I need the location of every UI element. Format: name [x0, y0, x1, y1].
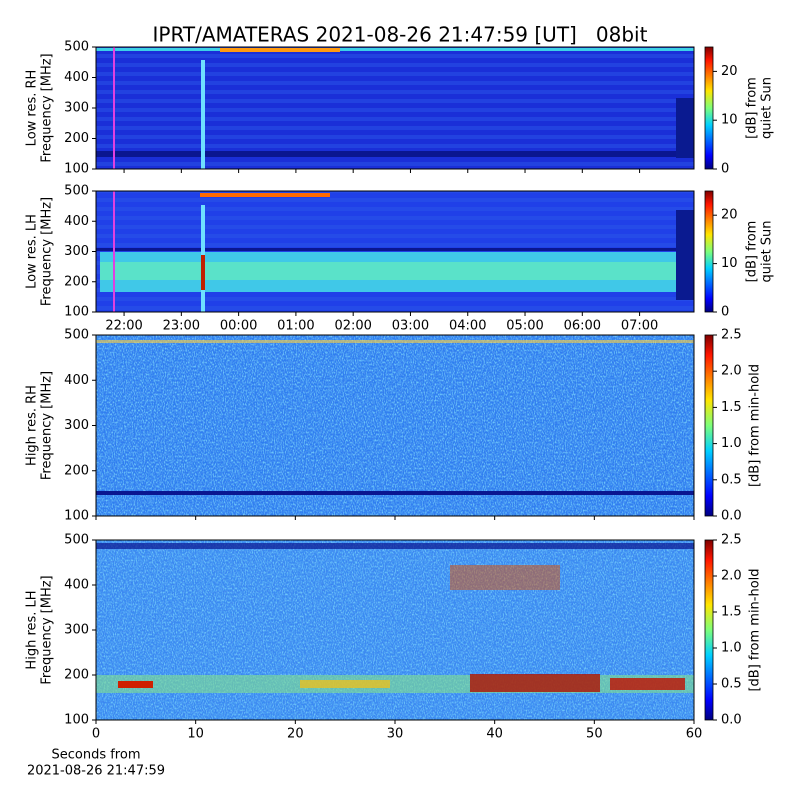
x-tick-label: 22:00	[105, 319, 142, 334]
x-tick-label: 03:00	[392, 319, 429, 334]
y-tick-label: 500	[64, 533, 89, 548]
colorbar	[704, 46, 714, 170]
colorbar-tick-label: 2.5	[721, 328, 742, 343]
colorbar-tick-label: 2.5	[721, 533, 742, 548]
y-tick-label: 400	[64, 214, 89, 229]
x-axis-label: 2021-08-26 21:47:59	[27, 764, 165, 779]
y-axis-label: High res. RH	[25, 385, 40, 466]
colorbar-tick-label: 0	[721, 162, 729, 177]
y-tick-label: 400	[64, 70, 89, 85]
y-axis-label: Frequency [MHz]	[40, 53, 55, 162]
y-axis-label: High res. LH	[25, 590, 40, 669]
colorbar-label: [dB] from	[745, 77, 760, 139]
y-tick-label: 300	[64, 418, 89, 433]
y-tick-label: 200	[64, 668, 89, 683]
y-tick-label: 200	[64, 274, 89, 289]
colorbar-label: [dB] from	[745, 221, 760, 283]
y-tick-label: 200	[64, 131, 89, 146]
colorbar-tick-label: 2.0	[721, 364, 742, 379]
colorbar-tick-label: 0.5	[721, 677, 742, 692]
x-tick-label: 60	[686, 727, 703, 742]
colorbar	[704, 190, 714, 313]
x-tick-label: 40	[486, 727, 503, 742]
y-tick-label: 400	[64, 373, 89, 388]
figure-title: IPRT/AMATERAS 2021-08-26 21:47:59 [UT] 0…	[153, 23, 648, 47]
y-axis-label: Frequency [MHz]	[40, 197, 55, 306]
y-tick-label: 100	[64, 162, 89, 177]
x-tick-label: 02:00	[334, 319, 371, 334]
x-tick-label: 07:00	[621, 319, 658, 334]
x-tick-label: 06:00	[564, 319, 601, 334]
colorbar-label: [dB] from min-hold	[748, 568, 763, 691]
y-axis-label: Low res. LH	[25, 214, 40, 289]
colorbar-tick-label: 20	[721, 64, 738, 79]
x-tick-label: 05:00	[506, 319, 543, 334]
colorbar-label: quiet Sun	[760, 77, 775, 139]
y-tick-label: 300	[64, 101, 89, 116]
colorbar-tick-label: 0.0	[721, 713, 742, 728]
x-tick-label: 30	[387, 727, 404, 742]
y-tick-label: 500	[64, 184, 89, 199]
colorbar-tick-label: 2.0	[721, 569, 742, 584]
x-tick-label: 23:00	[163, 319, 200, 334]
colorbar-tick-label: 10	[721, 113, 738, 128]
y-tick-label: 500	[64, 328, 89, 343]
y-tick-label: 500	[64, 40, 89, 55]
x-tick-label: 01:00	[277, 319, 314, 334]
y-tick-label: 100	[64, 713, 89, 728]
x-tick-label: 04:00	[449, 319, 486, 334]
colorbar	[704, 334, 714, 517]
x-tick-label: 10	[187, 727, 204, 742]
x-tick-label: 20	[287, 727, 304, 742]
colorbar-tick-label: 0	[721, 305, 729, 320]
colorbar-tick-label: 1.5	[721, 400, 742, 415]
colorbar-tick-label: 10	[721, 256, 738, 271]
x-axis-label: Seconds from	[51, 748, 140, 763]
y-axis-label: Frequency [MHz]	[40, 371, 55, 480]
y-tick-label: 100	[64, 305, 89, 320]
colorbar-label: quiet Sun	[760, 220, 775, 282]
colorbar-tick-label: 1.0	[721, 436, 742, 451]
colorbar-label: [dB] from min-hold	[748, 364, 763, 487]
colorbar-tick-label: 1.5	[721, 605, 742, 620]
colorbar-tick-label: 20	[721, 208, 738, 223]
colorbar	[704, 539, 714, 721]
spectrogram-decoration	[96, 47, 694, 720]
colorbar-tick-label: 0.0	[721, 509, 742, 524]
y-tick-label: 400	[64, 578, 89, 593]
colorbar-tick-label: 1.0	[721, 641, 742, 656]
y-axis-label: Frequency [MHz]	[40, 575, 55, 684]
y-tick-label: 300	[64, 244, 89, 259]
y-tick-label: 200	[64, 463, 89, 478]
y-tick-label: 100	[64, 509, 89, 524]
y-axis-label: Low res. RH	[25, 70, 40, 147]
x-tick-label: 00:00	[220, 319, 257, 334]
x-tick-label: 50	[586, 727, 603, 742]
x-tick-label: 0	[92, 727, 100, 742]
colorbar-tick-label: 0.5	[721, 472, 742, 487]
y-tick-label: 300	[64, 623, 89, 638]
